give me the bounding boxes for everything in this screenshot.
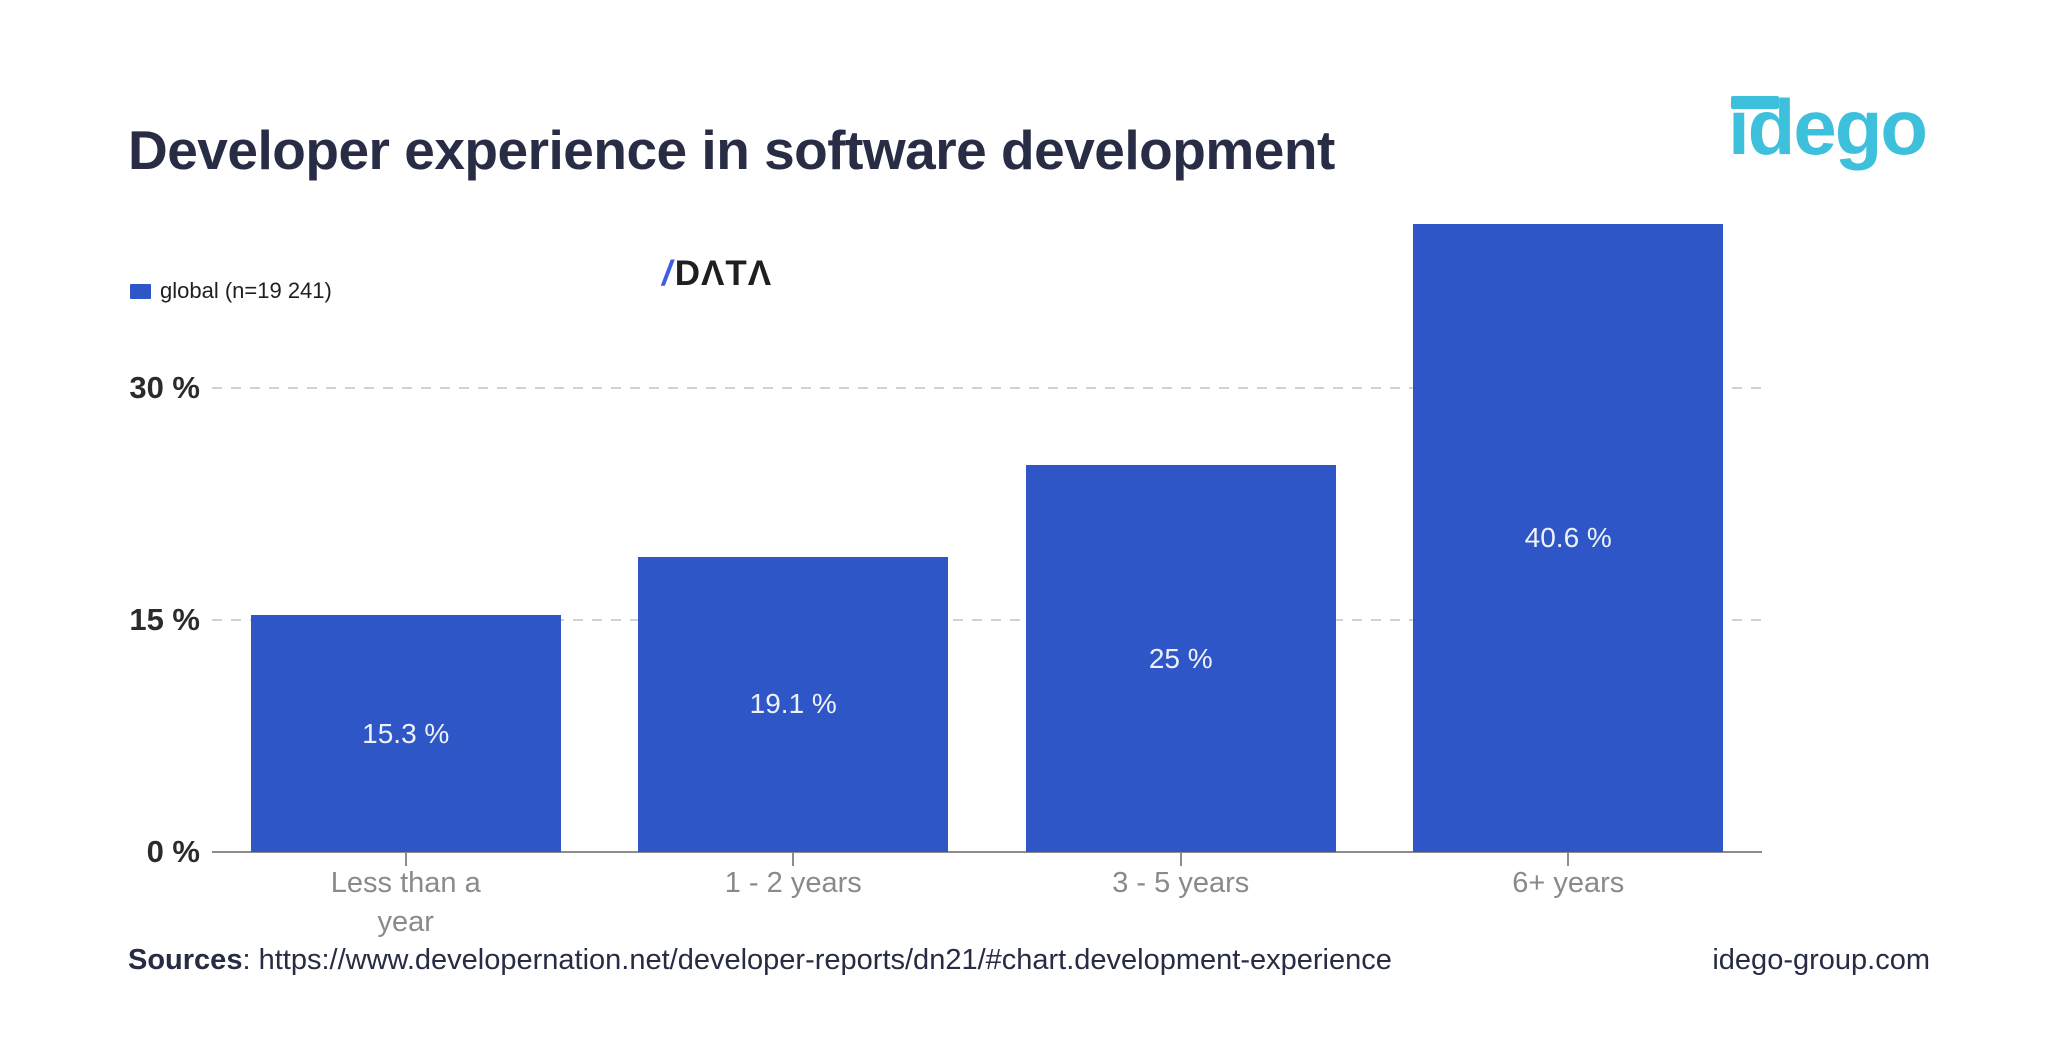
bar: 19.1 % (638, 556, 949, 852)
x-axis-tick (1179, 852, 1182, 866)
slashdata-logo-slash: / (662, 254, 673, 293)
bar-value-label: 25 % (1148, 642, 1213, 674)
bar: 25 % (1025, 465, 1336, 852)
idego-logo: ıdego (1728, 88, 1928, 166)
site-url: idego-group.com (1712, 944, 1930, 976)
legend-label: global (n=19 241) (160, 278, 332, 303)
slashdata-logo-text: DΛTΛ (674, 254, 773, 293)
x-axis-tick (404, 852, 407, 866)
sources-url: https://www.developernation.net/develope… (258, 944, 1392, 976)
x-axis-category-label: 1 - 2 years (724, 867, 862, 899)
x-axis-line (212, 851, 1762, 853)
gridline (212, 387, 1762, 389)
x-axis-category-label: 3 - 5 years (1112, 867, 1250, 899)
sources-separator: : (242, 944, 259, 976)
y-axis-tick-label: 0 % (146, 834, 200, 869)
idego-logo-i-bar (1731, 96, 1779, 109)
x-axis-category-label: Less than a year (330, 867, 481, 939)
slashdata-logo: /DΛTΛ (662, 256, 772, 291)
chart-title: Developer experience in software develop… (128, 119, 1335, 181)
bar-value-label: 15.3 % (362, 717, 450, 749)
bar-value-label: 40.6 % (1524, 522, 1612, 554)
legend-swatch (130, 283, 151, 299)
bar-value-label: 19.1 % (749, 688, 837, 720)
sources-line: Sources: https://www.developernation.net… (128, 944, 1392, 977)
x-axis-category-label: 6+ years (1512, 867, 1625, 899)
x-axis-tick (1567, 852, 1570, 866)
y-axis-tick-label: 15 % (129, 602, 200, 637)
legend: global (n=19 241) (130, 278, 332, 304)
bar: 15.3 % (250, 615, 561, 852)
y-axis-tick-label: 30 % (129, 370, 200, 405)
bar: 40.6 % (1413, 224, 1724, 852)
sources-label: Sources (128, 944, 243, 976)
x-axis-tick (792, 852, 795, 866)
gridline (212, 619, 1762, 621)
